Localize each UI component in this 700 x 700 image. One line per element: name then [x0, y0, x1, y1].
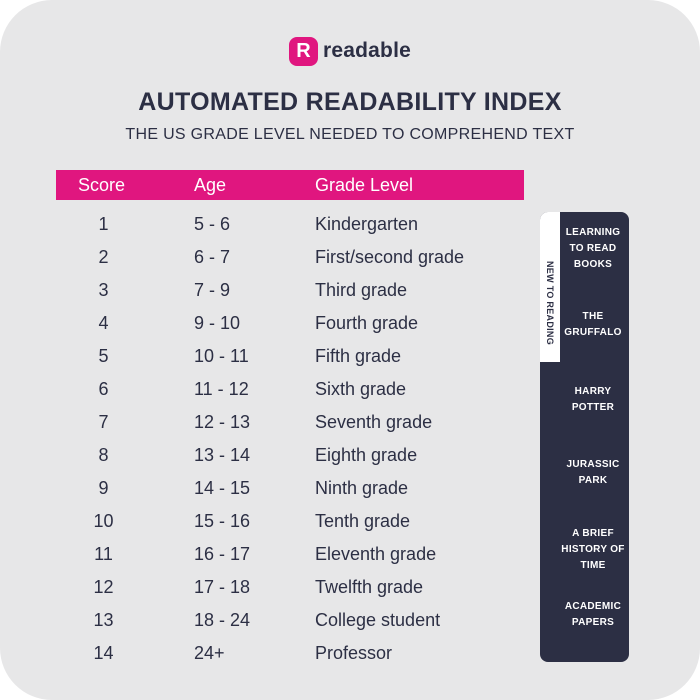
page-subtitle: THE US GRADE LEVEL NEEDED TO COMPREHEND …: [125, 126, 575, 143]
grade-cell: College student: [315, 610, 441, 630]
book-jurassic-park: JURASSIC PARK: [545, 457, 641, 489]
grade-cell: Ninth grade: [315, 478, 409, 498]
table-row: 8 13 - 14 Eighth grade: [56, 439, 524, 472]
score-cell: 1: [98, 214, 109, 234]
age-cell: 16 - 17: [194, 544, 251, 564]
score-cell: 11: [94, 544, 113, 564]
book-harry-potter: HARRY POTTER: [545, 384, 641, 416]
age-cell: 10 - 11: [194, 346, 249, 366]
table-row: 9 14 - 15 Ninth grade: [56, 472, 524, 505]
book-academic-papers: ACADEMIC PAPERS: [545, 599, 641, 631]
book-line: PAPERS: [571, 617, 615, 628]
header-grade-level: Grade Level: [315, 175, 414, 195]
table-row: 3 7 - 9 Third grade: [56, 274, 524, 307]
book-line: PARK: [578, 475, 608, 486]
grade-cell: Fourth grade: [315, 313, 419, 333]
age-cell: 15 - 16: [194, 511, 251, 531]
book-line: ACADEMIC: [564, 601, 622, 612]
header-score: Score: [78, 175, 126, 195]
age-cell: 24+: [194, 643, 225, 663]
score-cell: 8: [98, 445, 109, 465]
book-line: JURASSIC: [566, 459, 620, 470]
table-row: 12 17 - 18 Twelfth grade: [56, 571, 524, 604]
grade-cell: Third grade: [315, 280, 408, 300]
table-row: 7 12 - 13 Seventh grade: [56, 406, 524, 439]
header-age: Age: [194, 175, 227, 195]
score-cell: 9: [98, 478, 109, 498]
book-line: BOOKS: [573, 259, 613, 270]
table-row: 11 16 - 17 Eleventh grade: [56, 538, 524, 571]
book-line: A BRIEF: [572, 528, 614, 539]
grade-cell: Professor: [315, 643, 393, 663]
score-cell: 2: [98, 247, 109, 267]
table-row: 6 11 - 12 Sixth grade: [56, 373, 524, 406]
age-cell: 11 - 12: [194, 379, 249, 399]
age-cell: 5 - 6: [194, 214, 231, 234]
book-line: TIME: [580, 560, 606, 571]
table-row: 1 5 - 6 Kindergarten: [56, 208, 524, 241]
grade-cell: Kindergarten: [315, 214, 419, 234]
score-cell: 4: [98, 313, 109, 333]
grade-cell: Eighth grade: [315, 445, 418, 465]
grade-cell: Twelfth grade: [315, 577, 424, 597]
age-cell: 9 - 10: [194, 313, 241, 333]
book-line: THE: [582, 311, 604, 322]
book-learning-to-read: LEARNING TO READ BOOKS: [545, 225, 641, 273]
table-row: 2 6 - 7 First/second grade: [56, 241, 524, 274]
age-cell: 12 - 13: [194, 412, 251, 432]
grade-cell: Sixth grade: [315, 379, 407, 399]
book-line: HARRY: [574, 386, 612, 397]
table-row: 4 9 - 10 Fourth grade: [56, 307, 524, 340]
grade-cell: Eleventh grade: [315, 544, 437, 564]
age-cell: 7 - 9: [194, 280, 231, 300]
score-cell: 10: [93, 511, 114, 531]
table-header: Score Age Grade Level: [56, 170, 524, 200]
age-cell: 17 - 18: [194, 577, 251, 597]
book-a-brief-history-of-time: A BRIEF HISTORY OF TIME: [545, 526, 641, 574]
book-line: GRUFFALO: [564, 327, 622, 338]
readable-logo: R readable: [289, 36, 411, 66]
book-line: POTTER: [571, 402, 615, 413]
score-cell: 5: [98, 346, 109, 366]
age-cell: 6 - 7: [194, 247, 231, 267]
table-row: 10 15 - 16 Tenth grade: [56, 505, 524, 538]
age-cell: 13 - 14: [194, 445, 251, 465]
book-line: LEARNING: [565, 227, 621, 238]
page-title: AUTOMATED READABILITY INDEX: [138, 88, 562, 116]
age-cell: 14 - 15: [194, 478, 251, 498]
score-cell: 12: [93, 577, 114, 597]
grade-cell: Tenth grade: [315, 511, 411, 531]
new-to-reading-band: [540, 212, 560, 362]
book-line: TO READ: [569, 243, 617, 254]
table-row: 13 18 - 24 College student: [56, 604, 524, 637]
table-row: 5 10 - 11 Fifth grade: [56, 340, 524, 373]
score-cell: 14: [93, 643, 114, 663]
book-line: HISTORY OF: [561, 544, 625, 555]
logo-text: readable: [323, 39, 411, 62]
grade-cell: Seventh grade: [315, 412, 433, 432]
age-cell: 18 - 24: [194, 610, 251, 630]
logo-mark-icon: R: [289, 36, 318, 66]
score-cell: 3: [98, 280, 109, 300]
grade-cell: First/second grade: [315, 247, 465, 267]
book-the-gruffalo: THE GRUFFALO: [545, 309, 641, 341]
score-cell: 6: [98, 379, 109, 399]
score-cell: 13: [93, 610, 114, 630]
table-row: 14 24+ Professor: [56, 637, 524, 670]
grade-cell: Fifth grade: [315, 346, 402, 366]
score-cell: 7: [98, 412, 109, 432]
